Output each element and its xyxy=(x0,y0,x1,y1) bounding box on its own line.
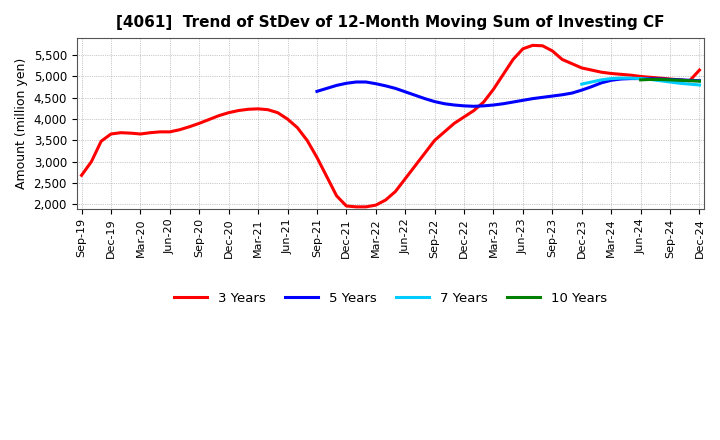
Y-axis label: Amount (million yen): Amount (million yen) xyxy=(15,58,28,189)
Title: [4061]  Trend of StDev of 12-Month Moving Sum of Investing CF: [4061] Trend of StDev of 12-Month Moving… xyxy=(116,15,665,30)
Legend: 3 Years, 5 Years, 7 Years, 10 Years: 3 Years, 5 Years, 7 Years, 10 Years xyxy=(168,287,612,310)
